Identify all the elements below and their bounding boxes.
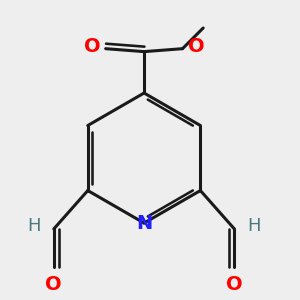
Text: O: O [84, 37, 100, 56]
Text: O: O [226, 275, 243, 294]
Text: H: H [248, 217, 261, 235]
Text: O: O [188, 37, 205, 56]
Text: O: O [46, 275, 62, 294]
Text: N: N [136, 214, 152, 232]
Text: H: H [27, 217, 40, 235]
